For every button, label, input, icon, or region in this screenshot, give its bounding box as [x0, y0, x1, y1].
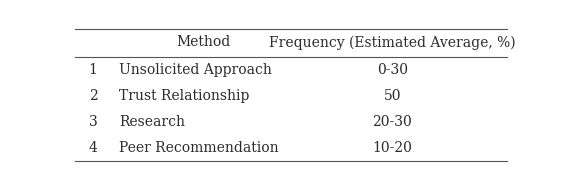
Text: 2: 2	[89, 89, 97, 103]
Text: 4: 4	[89, 141, 98, 155]
Text: 1: 1	[89, 63, 98, 77]
Text: Research: Research	[119, 115, 185, 129]
Text: Peer Recommendation: Peer Recommendation	[119, 141, 279, 155]
Text: Method: Method	[176, 35, 230, 49]
Text: 10-20: 10-20	[373, 141, 412, 155]
Text: 3: 3	[89, 115, 97, 129]
Text: 0-30: 0-30	[377, 63, 408, 77]
Text: 20-30: 20-30	[373, 115, 412, 129]
Text: Unsolicited Approach: Unsolicited Approach	[119, 63, 272, 77]
Text: Trust Relationship: Trust Relationship	[119, 89, 250, 103]
Text: 50: 50	[383, 89, 401, 103]
Text: Frequency (Estimated Average, %): Frequency (Estimated Average, %)	[269, 35, 516, 49]
